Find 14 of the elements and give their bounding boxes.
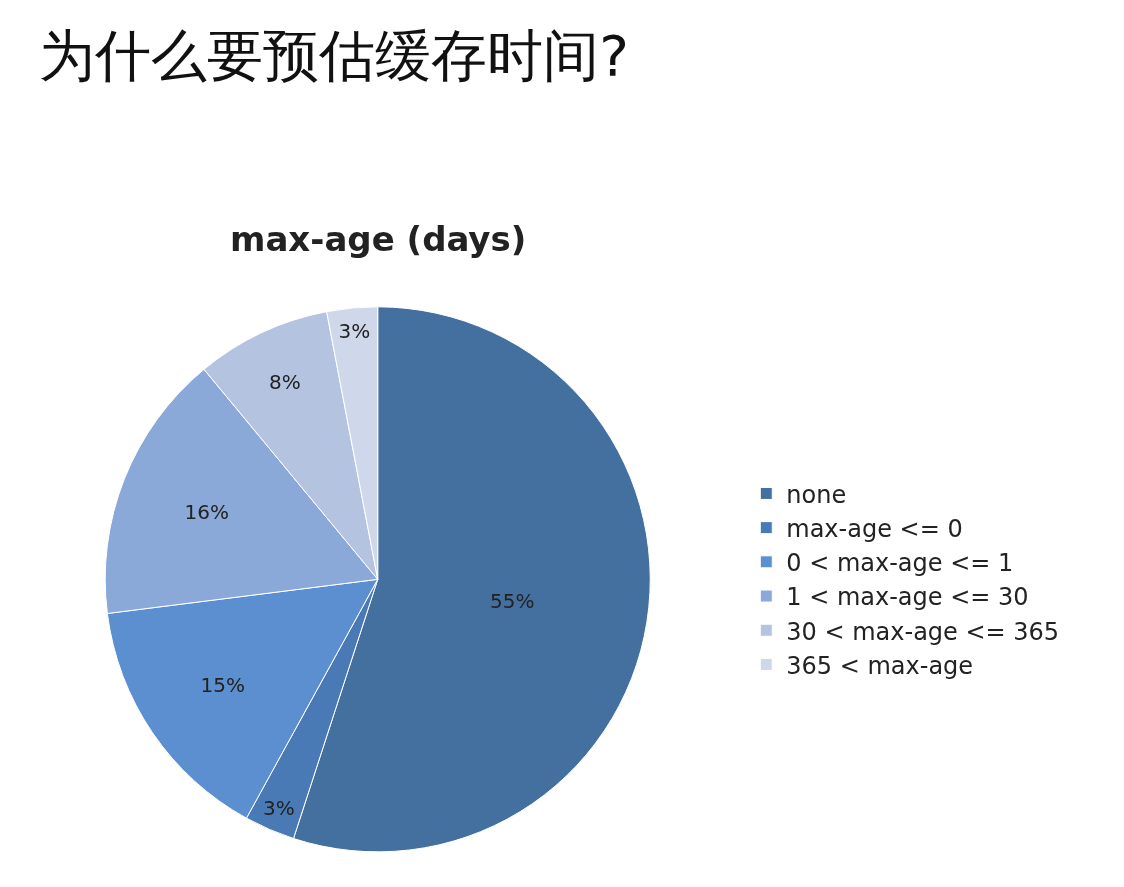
data-label: 55% — [490, 588, 535, 613]
legend-label: 365 < max-age — [786, 651, 974, 680]
legend-label: 30 < max-age <= 365 — [786, 617, 1060, 646]
chart-title: 为什么要预估缓存时间? — [39, 22, 630, 88]
legend-label: 0 < max-age <= 1 — [786, 549, 1014, 578]
legend-label: none — [786, 480, 847, 509]
data-label: 8% — [268, 369, 301, 394]
data-label: 3% — [262, 795, 295, 820]
data-label: 3% — [338, 319, 371, 344]
data-label: 15% — [200, 672, 245, 697]
legend-label: max-age <= 0 — [786, 515, 963, 543]
data-label: 16% — [184, 499, 229, 524]
legend-label: 1 < max-age <= 30 — [786, 583, 1029, 612]
chart-subtitle: max-age (days) — [230, 219, 527, 259]
